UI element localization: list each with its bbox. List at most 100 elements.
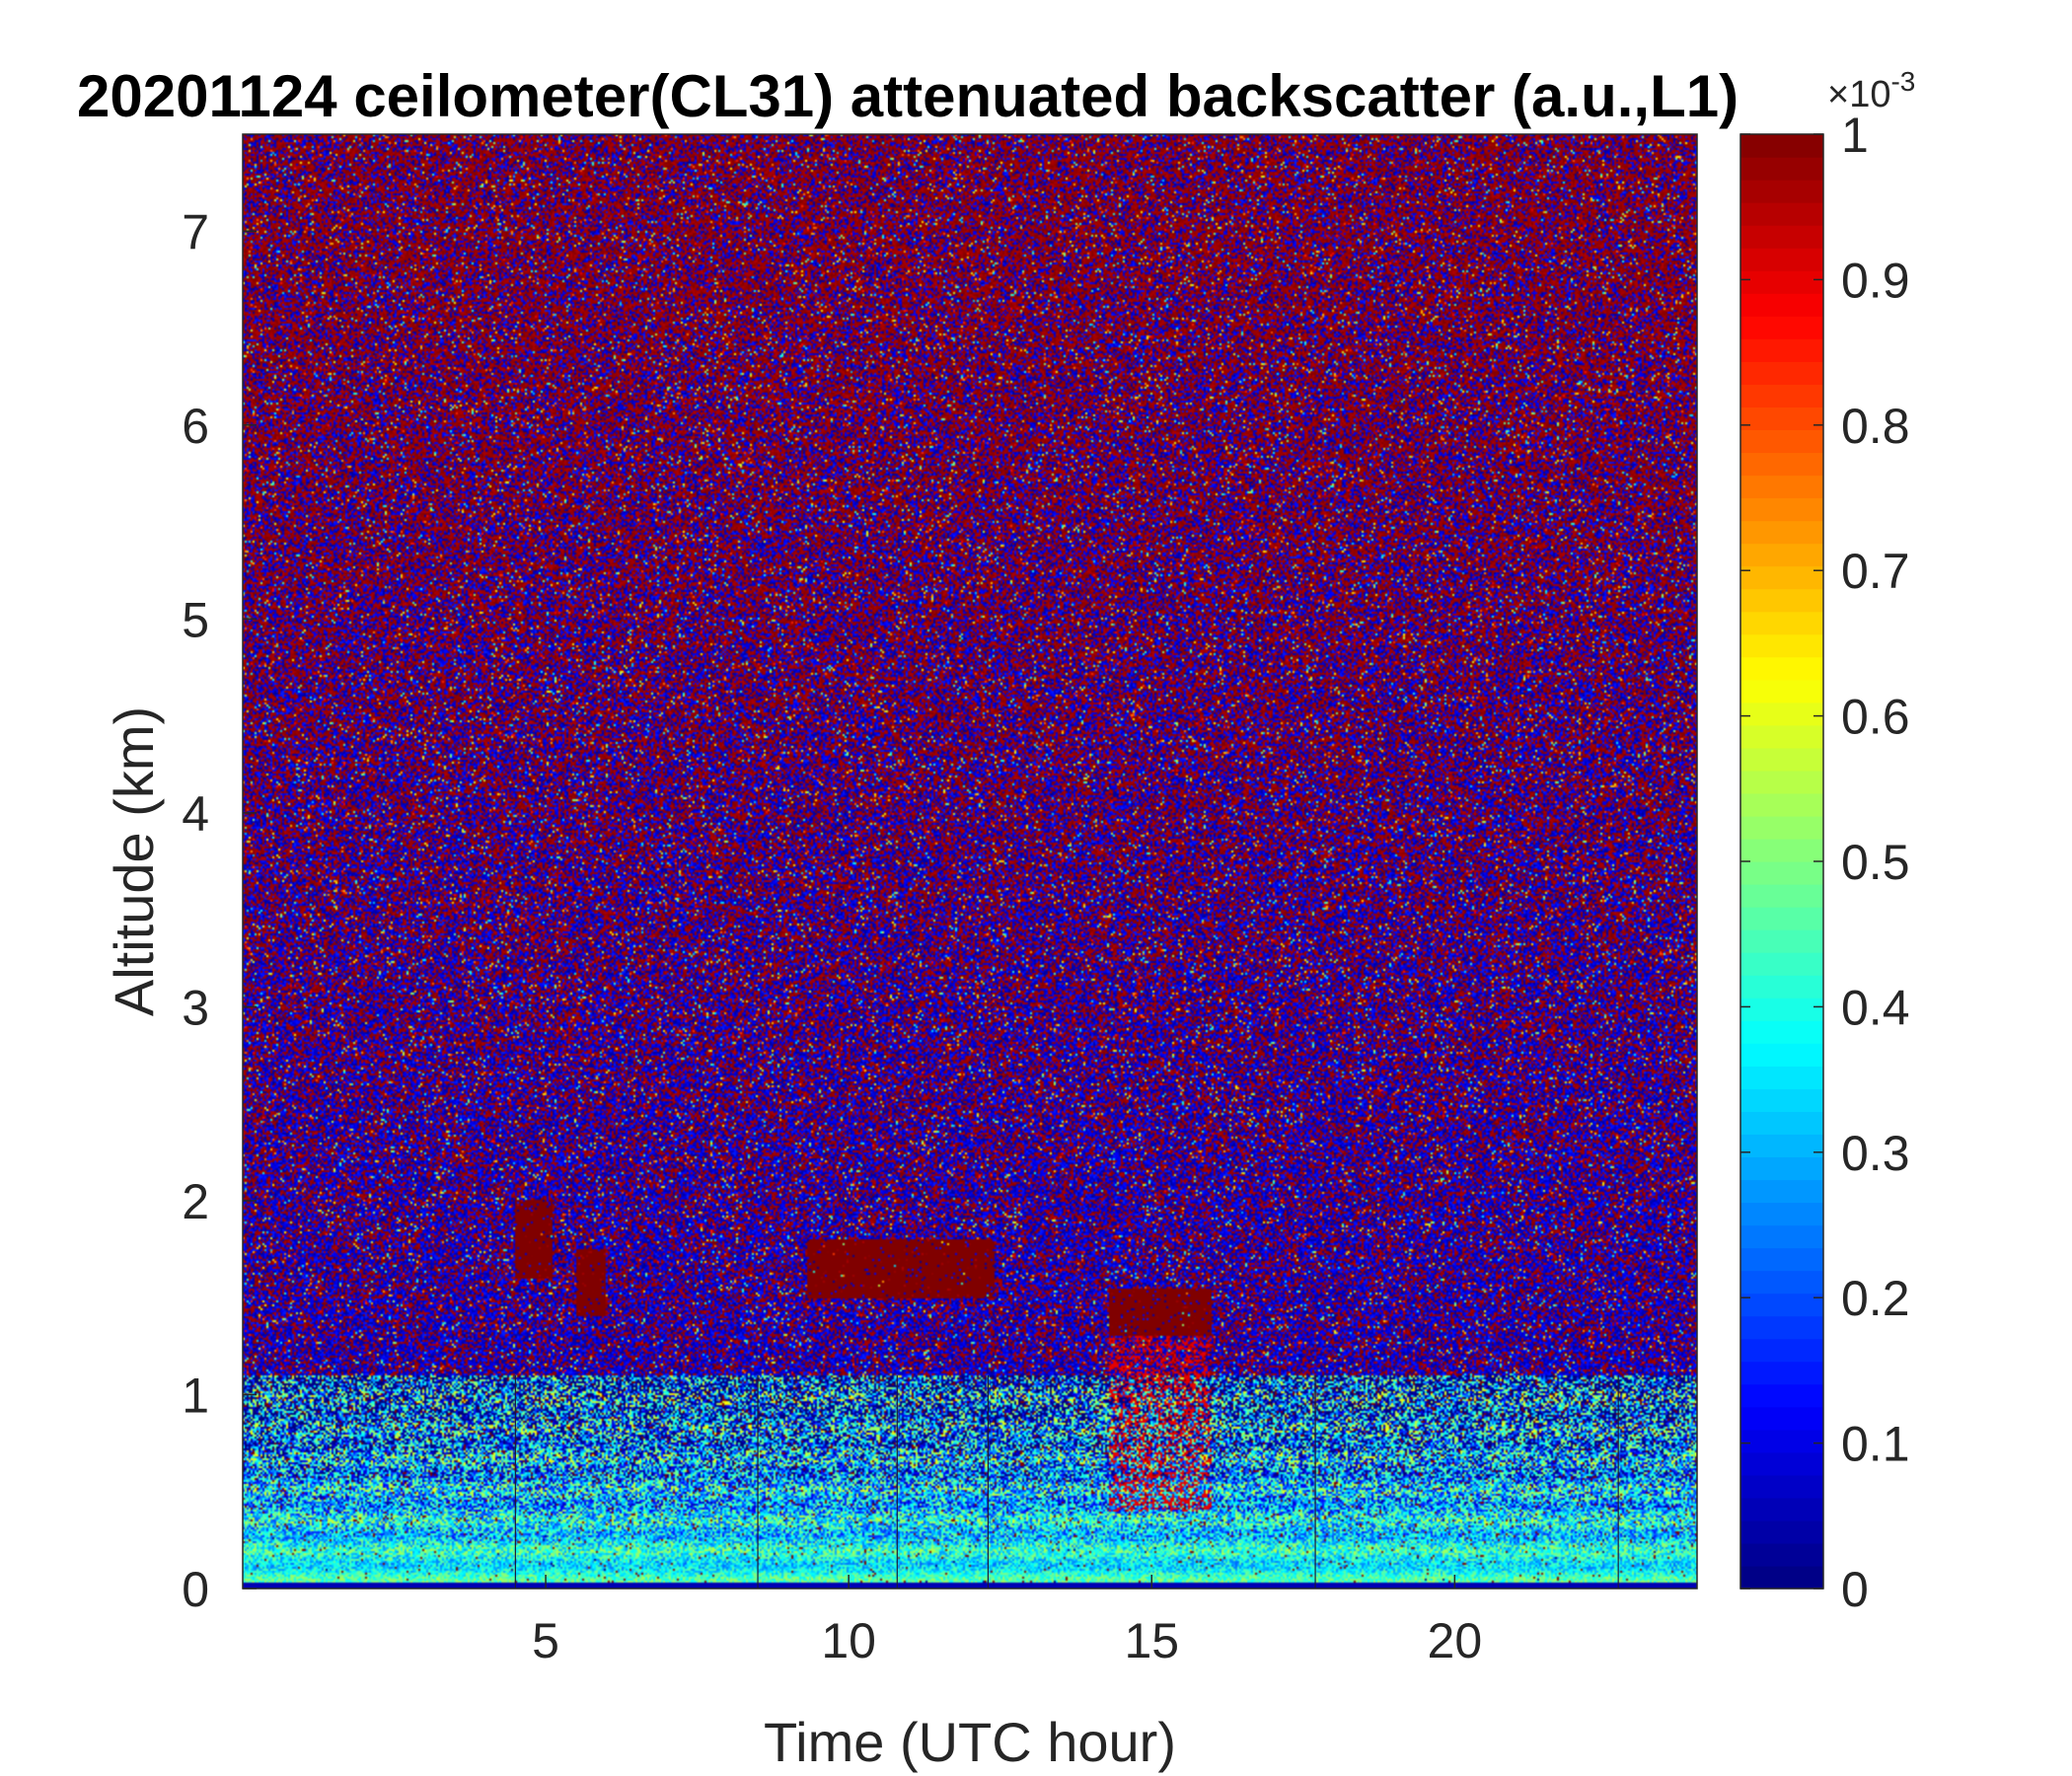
colorbar-band: [1740, 565, 1823, 590]
colorbar-band: [1740, 248, 1823, 271]
colorbar-band: [1740, 747, 1823, 772]
colorbar-tick-label: 0.6: [1841, 690, 1910, 745]
colorbar-gradient: [1740, 134, 1823, 1590]
y-tick-label: 4: [182, 786, 209, 842]
y-tick-label: 5: [182, 592, 209, 647]
colorbar-exponent-power: -3: [1890, 66, 1915, 97]
y-axis-label: Altitude (km): [103, 706, 165, 1016]
colorbar-band: [1740, 1066, 1823, 1089]
y-tick-label: 2: [182, 1174, 209, 1229]
colorbar-band: [1740, 861, 1823, 885]
colorbar-band: [1740, 1451, 1823, 1476]
y-tick-label: 0: [182, 1562, 209, 1617]
colorbar-band: [1740, 1338, 1823, 1363]
colorbar-band: [1740, 1134, 1823, 1158]
y-tick-label: 7: [182, 204, 209, 259]
colorbar-band: [1740, 1270, 1823, 1295]
colorbar-band: [1740, 429, 1823, 454]
colorbar-band: [1740, 1156, 1823, 1181]
colorbar-band: [1740, 1043, 1823, 1067]
colorbar-band: [1740, 1565, 1823, 1590]
colorbar-tick-label: 0.2: [1841, 1271, 1910, 1326]
colorbar-band: [1740, 1224, 1823, 1249]
x-tick-label: 20: [1428, 1613, 1483, 1668]
colorbar-band: [1740, 838, 1823, 862]
colorbar-band: [1740, 475, 1823, 499]
colorbar-band: [1740, 1088, 1823, 1112]
colorbar-band: [1740, 702, 1823, 726]
colorbar: 0 0.1 0.2 0.3 0.4 0.5 0.6 0.7 0.8 0.9 1 ×10-3: [1739, 66, 1915, 1617]
colorbar-band: [1740, 975, 1823, 999]
colorbar-tick-label: 0.9: [1841, 253, 1910, 308]
colorbar-band: [1740, 1247, 1823, 1272]
colorbar-band: [1740, 1383, 1823, 1408]
x-tick-label: 5: [532, 1613, 559, 1668]
colorbar-tick-label: 0.8: [1841, 399, 1910, 454]
colorbar-band: [1740, 952, 1823, 976]
colorbar-tick-label: 0.4: [1841, 980, 1910, 1035]
colorbar-band: [1740, 1429, 1823, 1453]
colorbar-tick-label: 1: [1841, 108, 1869, 163]
colorbar-band: [1740, 724, 1823, 749]
y-tick-label: 3: [182, 980, 209, 1035]
colorbar-band: [1740, 361, 1823, 385]
colorbar-band: [1740, 270, 1823, 294]
colorbar-band: [1740, 338, 1823, 362]
colorbar-band: [1740, 157, 1823, 181]
colorbar-tick-label: 0: [1841, 1562, 1869, 1617]
colorbar-band: [1740, 134, 1823, 158]
colorbar-band: [1740, 1406, 1823, 1431]
y-axis-ticks: 0 1 2 3 4 5 6 7: [182, 204, 257, 1617]
colorbar-band: [1740, 679, 1823, 703]
colorbar-band: [1740, 497, 1823, 522]
colorbar-exponent-base: ×10: [1827, 74, 1890, 115]
y-tick-label: 6: [182, 399, 209, 454]
colorbar-band: [1740, 316, 1823, 339]
heatmap-image: [243, 134, 1697, 1589]
colorbar-band: [1740, 407, 1823, 431]
colorbar-band: [1740, 1179, 1823, 1204]
colorbar-band: [1740, 520, 1823, 545]
colorbar-band: [1740, 1497, 1823, 1521]
colorbar-band: [1740, 611, 1823, 635]
colorbar-band: [1740, 543, 1823, 567]
colorbar-band: [1740, 293, 1823, 317]
x-axis-label: Time (UTC hour): [764, 1711, 1176, 1773]
colorbar-band: [1740, 1315, 1823, 1340]
colorbar-band: [1740, 907, 1823, 930]
colorbar-band: [1740, 1361, 1823, 1385]
colorbar-band: [1740, 792, 1823, 817]
colorbar-band: [1740, 1542, 1823, 1567]
colorbar-band: [1740, 1020, 1823, 1044]
colorbar-band: [1740, 815, 1823, 840]
colorbar-band: [1740, 225, 1823, 249]
colorbar-band: [1740, 1111, 1823, 1135]
colorbar-band: [1740, 1293, 1823, 1317]
colorbar-tick-label: 0.3: [1841, 1126, 1910, 1181]
colorbar-tick-label: 0.7: [1841, 544, 1910, 599]
x-tick-label: 10: [821, 1613, 876, 1668]
plot-frame: [242, 133, 1698, 1590]
chart-title: 20201124 ceilometer(CL31) attenuated bac…: [77, 63, 1739, 129]
colorbar-band: [1740, 180, 1823, 203]
colorbar-ticks: 0 0.1 0.2 0.3 0.4 0.5 0.6 0.7 0.8 0.9 1: [1740, 108, 1910, 1617]
x-axis-ticks: 5 10 15 20: [532, 1575, 1482, 1668]
colorbar-band: [1740, 770, 1823, 794]
vertical-lines: [514, 1374, 1619, 1589]
colorbar-tick-label: 0.1: [1841, 1417, 1910, 1472]
colorbar-band: [1740, 202, 1823, 226]
colorbar-band: [1740, 884, 1823, 908]
colorbar-band: [1740, 1474, 1823, 1499]
colorbar-band: [1740, 656, 1823, 681]
colorbar-band: [1740, 452, 1823, 477]
colorbar-band: [1740, 929, 1823, 953]
colorbar-band: [1740, 1202, 1823, 1226]
colorbar-exponent: ×10-3: [1827, 66, 1915, 115]
colorbar-band: [1740, 998, 1823, 1021]
x-tick-label: 15: [1124, 1613, 1179, 1668]
colorbar-band: [1740, 1519, 1823, 1544]
y-tick-label: 1: [182, 1368, 209, 1423]
plot-area: 5 10 15 20 0 1 2 3 4 5 6 7: [182, 133, 1698, 1668]
colorbar-band: [1740, 588, 1823, 613]
